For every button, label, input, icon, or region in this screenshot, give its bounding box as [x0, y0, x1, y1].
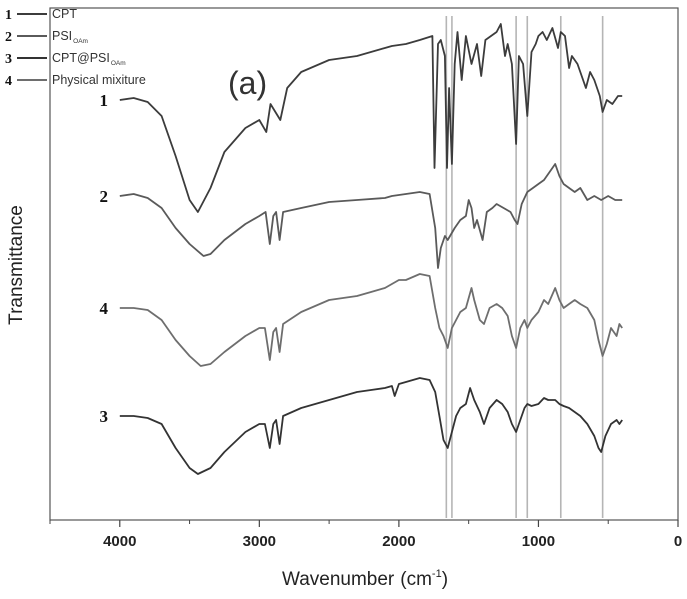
spectrum-curve-1 [120, 24, 622, 212]
spectra-curves [120, 24, 622, 474]
x-tick-label-1: 3000 [243, 533, 276, 550]
x-tick-label-3: 1000 [522, 533, 555, 550]
x-axis-title-unit-exponent: -1 [432, 568, 442, 580]
x-axis-title: Wavenumber(cm-1) [282, 568, 448, 590]
legend-item-3: 3 CPT@PSIOAm [5, 51, 126, 67]
legend-label: Physical mixiture [52, 73, 146, 87]
curve-number-2: 2 [100, 187, 109, 206]
y-axis-title: Transmittance [6, 205, 27, 325]
legend-item-1: 1 CPT [5, 7, 77, 23]
legend-item-2: 2 PSIOAm [5, 29, 88, 45]
spectrum-curve-3 [120, 378, 622, 474]
curve-number-labels: 1 2 4 3 [100, 91, 109, 426]
panel-label: (a) [228, 65, 267, 101]
curve-number-1: 1 [100, 91, 109, 110]
curve-number-4: 4 [100, 299, 109, 318]
spectrum-curve-4 [120, 274, 622, 366]
legend: 1CPT2PSIOAm3CPT@PSIOAm4Physical mixiture [5, 7, 146, 89]
legend-number: 1 [5, 8, 12, 23]
legend-number: 2 [5, 30, 12, 45]
x-axis-title-label: Wavenumber [282, 569, 395, 590]
legend-label-subscript: OAm [111, 60, 126, 67]
legend-label: CPT [52, 7, 77, 21]
curve-number-3: 3 [100, 407, 109, 426]
x-tick-label-2: 2000 [382, 533, 415, 550]
legend-label: PSI [52, 29, 72, 43]
legend-label: CPT@PSI [52, 51, 110, 65]
legend-number: 3 [5, 52, 12, 67]
x-tick-label-0: 4000 [103, 533, 136, 550]
x-axis-ticks: 4000 3000 2000 1000 0 [50, 520, 682, 550]
x-tick-label-4: 0 [674, 533, 682, 550]
spectrum-curve-2 [120, 164, 622, 268]
x-axis-title-unit: (cm [400, 569, 432, 590]
legend-item-4: 4 Physical mixiture [5, 73, 146, 89]
legend-label-subscript: OAm [73, 38, 88, 45]
legend-number: 4 [5, 74, 12, 89]
x-axis-title-unit-close: ) [442, 569, 448, 590]
